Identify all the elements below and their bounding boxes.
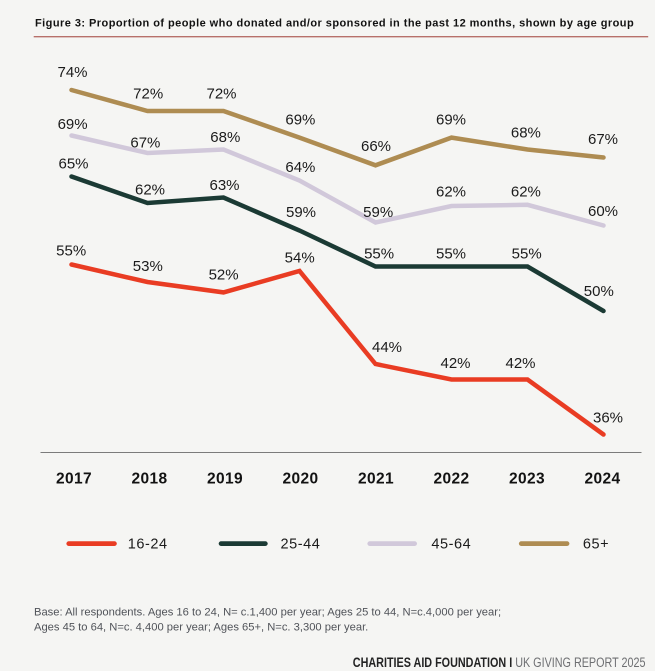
svg-text:55%: 55%: [364, 245, 394, 262]
svg-text:69%: 69%: [436, 111, 466, 128]
svg-text:2021: 2021: [358, 471, 394, 488]
svg-text:55%: 55%: [56, 243, 86, 260]
svg-text:62%: 62%: [436, 184, 466, 201]
svg-text:62%: 62%: [135, 182, 165, 199]
svg-text:67%: 67%: [588, 131, 618, 148]
svg-text:60%: 60%: [588, 203, 618, 220]
svg-text:68%: 68%: [511, 125, 541, 142]
svg-text:CHARITIES AID FOUNDATION I UK: CHARITIES AID FOUNDATION I UK GIVING REP…: [353, 655, 646, 670]
svg-text:69%: 69%: [58, 116, 88, 133]
svg-text:65+: 65+: [583, 536, 609, 552]
svg-text:2024: 2024: [584, 471, 620, 488]
svg-text:2017: 2017: [56, 471, 92, 488]
svg-text:Figure 3: Proportion of people: Figure 3: Proportion of people who donat…: [35, 18, 634, 30]
svg-text:Ages 45 to 64, N=c. 4,400 per: Ages 45 to 64, N=c. 4,400 per year; Ages…: [34, 622, 368, 634]
svg-text:69%: 69%: [285, 112, 315, 129]
svg-text:62%: 62%: [511, 184, 541, 201]
svg-text:55%: 55%: [436, 245, 466, 262]
svg-text:50%: 50%: [584, 283, 614, 300]
svg-text:42%: 42%: [505, 355, 535, 372]
svg-text:59%: 59%: [363, 204, 393, 221]
svg-text:52%: 52%: [209, 267, 239, 284]
svg-text:16-24: 16-24: [128, 536, 168, 552]
svg-text:53%: 53%: [133, 258, 163, 275]
svg-text:2022: 2022: [433, 471, 469, 488]
svg-text:2020: 2020: [282, 471, 318, 488]
svg-text:45-64: 45-64: [431, 536, 471, 552]
svg-text:66%: 66%: [361, 138, 391, 155]
svg-text:44%: 44%: [372, 339, 402, 356]
svg-text:74%: 74%: [57, 64, 87, 81]
svg-text:2018: 2018: [131, 471, 167, 488]
svg-text:42%: 42%: [440, 355, 470, 372]
svg-text:64%: 64%: [285, 159, 315, 176]
svg-text:65%: 65%: [58, 156, 88, 173]
svg-text:67%: 67%: [130, 135, 160, 152]
svg-text:55%: 55%: [512, 245, 542, 262]
svg-text:68%: 68%: [210, 129, 240, 146]
svg-text:2023: 2023: [509, 471, 545, 488]
svg-text:54%: 54%: [285, 249, 315, 266]
svg-text:72%: 72%: [206, 86, 236, 103]
svg-text:Base: All respondents. Ages 16: Base: All respondents. Ages 16 to 24, N=…: [34, 607, 501, 619]
svg-text:59%: 59%: [286, 204, 316, 221]
svg-text:72%: 72%: [133, 86, 163, 103]
svg-text:63%: 63%: [209, 177, 239, 194]
svg-text:36%: 36%: [593, 410, 623, 427]
svg-text:25-44: 25-44: [281, 536, 321, 552]
svg-text:2019: 2019: [207, 471, 243, 488]
